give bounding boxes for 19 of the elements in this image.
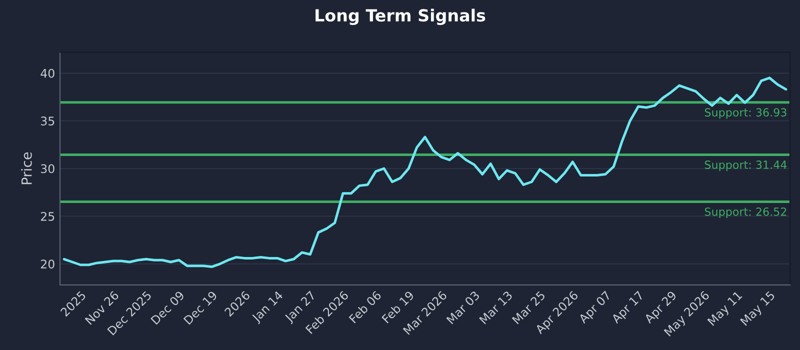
line-series [62, 76, 788, 268]
x-tick-label: Mar 03 [446, 290, 480, 324]
x-tick-label: Jan 14 [251, 290, 285, 324]
y-tick-label: 25 [40, 212, 54, 221]
ref-line-label: Support: 31.44 [704, 160, 787, 172]
y-axis-title: Price [21, 152, 32, 184]
chart-title: Long Term Signals [316, 8, 486, 26]
ref-line-label: Support: 36.93 [704, 108, 786, 119]
x-tick-label: Dec 19 [183, 290, 218, 325]
y-tick-label: 30 [41, 164, 54, 174]
x-tick-label: Feb 06 [348, 290, 382, 324]
ref-line-label: Support: 26.52 [704, 207, 786, 218]
x-tick-label: Dec 09 [150, 290, 185, 325]
x-tick-label: Mar 13 [478, 290, 513, 324]
x-tick-label: Apr 17 [610, 290, 646, 326]
y-tick-label: 35 [41, 116, 54, 126]
y-tick-label: 20 [40, 260, 54, 269]
y-tick-label: 40 [40, 68, 54, 78]
x-tick-label: Apr 07 [578, 290, 613, 326]
